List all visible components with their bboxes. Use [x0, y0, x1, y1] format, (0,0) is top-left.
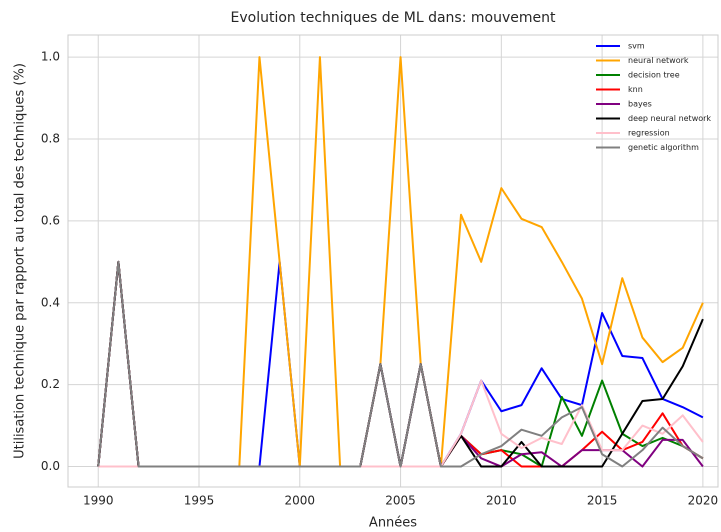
y-tick-label: 0.2: [41, 377, 60, 391]
x-tick-label: 2015: [587, 494, 618, 508]
chart-title: Evolution techniques de ML dans: mouveme…: [231, 10, 556, 26]
legend: svm neural network decision tree knn bayes de…: [596, 42, 711, 152]
x-axis-label: Années: [369, 516, 417, 531]
x-tick-label: 2005: [385, 494, 416, 508]
legend-label: deep neural network: [628, 114, 711, 123]
y-axis-label: Utilisation technique par rapport au tot…: [13, 63, 28, 459]
plot-frame: [67, 34, 719, 488]
x-tick-label: 2020: [688, 494, 719, 508]
legend-label: svm: [628, 42, 645, 51]
y-tick-label: 0.4: [41, 295, 60, 309]
legend-label: knn: [628, 85, 643, 94]
legend-label: neural network: [628, 56, 689, 65]
y-tick-label: 0.6: [41, 213, 60, 227]
x-tick-label: 2000: [285, 494, 316, 508]
x-tick-label: 1995: [184, 494, 215, 508]
y-tick-label: 0.8: [41, 131, 60, 145]
y-tick-label: 1.0: [41, 50, 60, 64]
legend-label: genetic algorithm: [628, 143, 699, 152]
legend-label: regression: [628, 129, 670, 138]
y-tick-label: 0.0: [41, 459, 60, 473]
x-tick-label: 2010: [486, 494, 517, 508]
series-line: [97, 260, 704, 468]
legend-label: decision tree: [628, 71, 680, 80]
legend-label: bayes: [628, 100, 652, 109]
x-tick-label: 1990: [83, 494, 114, 508]
